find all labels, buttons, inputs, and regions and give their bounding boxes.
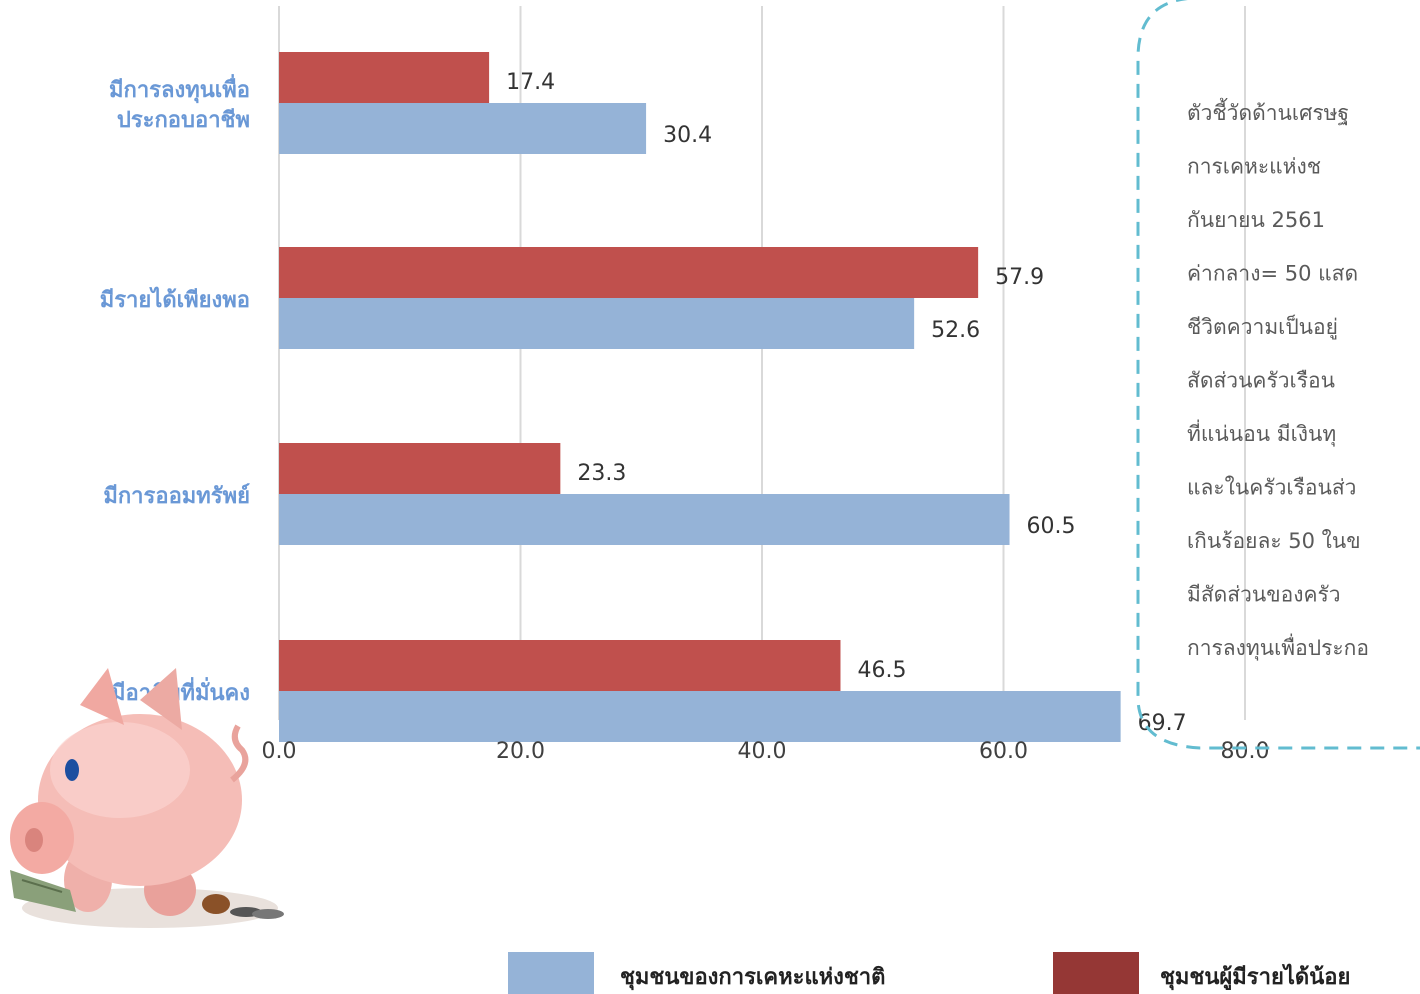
data-label: 57.9 — [995, 265, 1044, 290]
bar — [279, 52, 490, 103]
bar — [279, 640, 841, 691]
annotation-border — [1136, 0, 1420, 750]
legend-swatch-housing — [508, 952, 594, 994]
value-labels: 17.4 30.4 57.9 52.6 23.3 60.5 46.5 69.7 — [506, 70, 1187, 736]
x-axis-ticks: 0.0 20.0 40.0 60.0 80.0 — [262, 739, 1270, 764]
bar — [279, 298, 915, 349]
data-label: 17.4 — [506, 70, 555, 95]
annotation-line: มีสัดส่วนของครัว — [1187, 583, 1341, 607]
bar — [279, 103, 647, 154]
annotation-line: สัดส่วนครัวเรือน — [1187, 369, 1335, 393]
annotation-line: การลงทุนเพื่อประกอ — [1187, 633, 1369, 661]
data-label: 69.7 — [1138, 711, 1187, 736]
category-labels: มีการลงทุนเพื่อประกอบอาชีพมีรายได้เพียงพ… — [100, 73, 250, 706]
annotation-line: ที่แน่นอน มีเงินทุ — [1187, 419, 1336, 447]
legend-swatch-lowincome — [1053, 952, 1139, 994]
x-tick-label: 20.0 — [496, 739, 545, 764]
category-label: มีการลงทุนเพื่อ — [109, 73, 250, 104]
x-tick-label: 80.0 — [1221, 739, 1270, 764]
category-label: มีอาชีพที่มั่นคง — [111, 676, 250, 706]
annotation-line: ชีวิตความเป็นอยู่ — [1187, 313, 1338, 340]
data-label: 52.6 — [931, 318, 980, 343]
legend-label-lowincome: ชุมชนผู้มีรายได้น้อย — [1160, 963, 1350, 991]
annotation-line: เกินร้อยละ 50 ในข — [1187, 529, 1361, 553]
legend: ชุมชนของการเคหะแห่งชาติ ชุมชนผู้มีรายได้… — [508, 952, 1350, 994]
bar — [279, 247, 979, 298]
data-label: 23.3 — [577, 461, 626, 486]
annotation-line: ตัวชี้วัดด้านเศรษฐ — [1187, 98, 1349, 125]
bar — [279, 494, 1010, 545]
data-label: 60.5 — [1027, 514, 1076, 539]
data-label: 30.4 — [663, 123, 712, 148]
annotation-line: และในครัวเรือนส่ว — [1187, 476, 1356, 500]
category-label: มีรายได้เพียงพอ — [100, 286, 250, 313]
x-tick-label: 60.0 — [979, 739, 1028, 764]
piggy-bank-icon — [10, 668, 284, 928]
category-label: ประกอบอาชีพ — [117, 108, 250, 133]
bar — [279, 443, 561, 494]
x-tick-label: 40.0 — [738, 739, 787, 764]
data-label: 46.5 — [857, 658, 906, 683]
annotation-line: กันยายน 2561 — [1187, 208, 1325, 232]
annotation-line: ค่ากลาง= 50 แสด — [1187, 262, 1358, 286]
annotation-line: การเคหะแห่งช — [1187, 155, 1321, 179]
legend-label-housing: ชุมชนของการเคหะแห่งชาติ — [620, 965, 885, 991]
category-label: มีการออมทรัพย์ — [103, 483, 250, 509]
x-tick-label: 0.0 — [262, 739, 297, 764]
bar — [279, 691, 1121, 742]
bars — [279, 52, 1121, 742]
